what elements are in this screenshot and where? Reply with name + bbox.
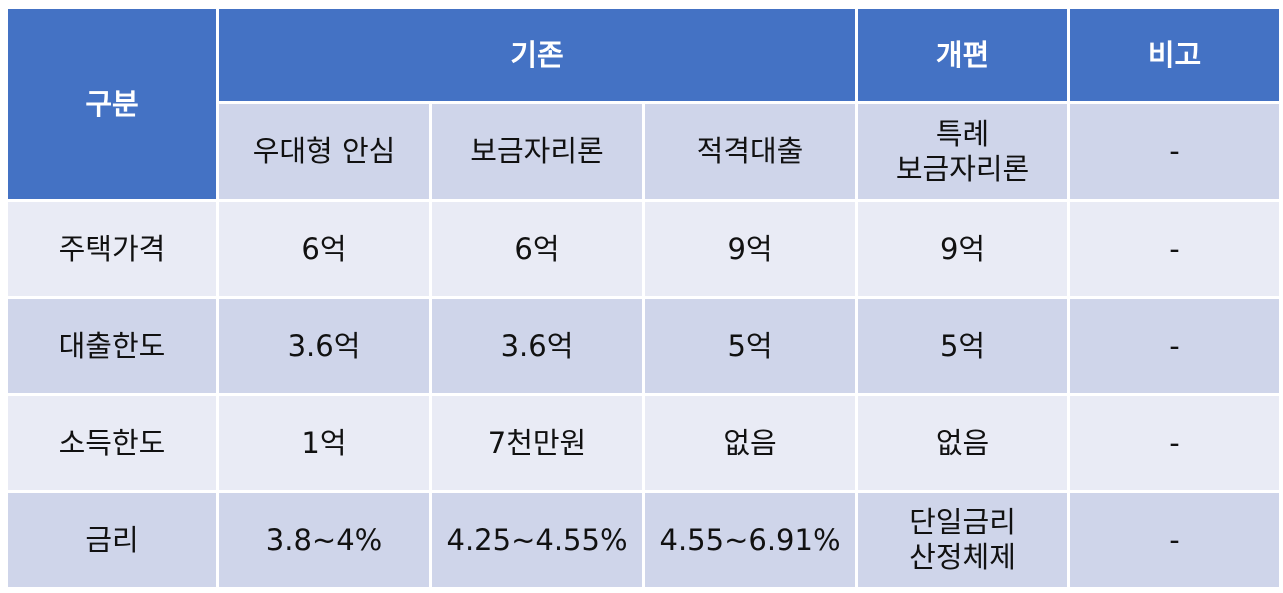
subheader-row: 우대형 안심 보금자리론 적격대출 특례 보금자리론 - bbox=[7, 101, 1283, 202]
cell: - bbox=[1067, 199, 1283, 299]
cell: - bbox=[1067, 393, 1283, 493]
cell: - bbox=[1067, 101, 1283, 202]
header-cell: 개편 bbox=[855, 6, 1071, 104]
cell-text: 9억 bbox=[939, 231, 986, 266]
cell: 단일금리 산정체제 bbox=[855, 490, 1071, 590]
cell-text: 보금자리론 bbox=[895, 151, 1030, 186]
cell: 7천만원 bbox=[429, 393, 645, 493]
cell-text: 우대형 안심 bbox=[252, 134, 396, 169]
cell-text: 6억 bbox=[301, 231, 347, 266]
cell: 적격대출 bbox=[641, 101, 859, 202]
cell-text: - bbox=[1169, 328, 1180, 363]
header-cell: 비고 bbox=[1067, 6, 1283, 104]
cell: - bbox=[1067, 490, 1283, 590]
cell: 5억 bbox=[855, 296, 1071, 396]
cell: 금리 bbox=[5, 490, 219, 590]
cell-text: - bbox=[1169, 425, 1180, 460]
cell: 주택가격 bbox=[5, 199, 219, 299]
cell-text: - bbox=[1169, 231, 1180, 266]
cell-text: 5억 bbox=[727, 328, 773, 363]
cell-text: 보금자리론 bbox=[470, 134, 604, 169]
cell-text: 7천만원 bbox=[487, 425, 587, 460]
cell-text: 단일금리 bbox=[909, 505, 1016, 540]
header-cell: 기존 bbox=[215, 6, 859, 104]
cell-text: 3.6억 bbox=[287, 328, 361, 363]
cell: 없음 bbox=[641, 393, 859, 493]
header-cell: 구분 bbox=[5, 6, 219, 202]
cell: 소득한도 bbox=[5, 393, 219, 493]
cell: - bbox=[1067, 296, 1283, 396]
row: 금리 3.8~4% 4.25~4.55% 4.55~6.91% 단일금리 산정체제 - bbox=[5, 490, 1283, 590]
cell-text: 3.8~4% bbox=[265, 522, 383, 557]
row: 대출한도 3.6억 3.6억 5억 5억 - bbox=[5, 296, 1283, 396]
cell: 대출한도 bbox=[5, 296, 219, 396]
cell: 3.6억 bbox=[216, 296, 432, 396]
cell-text: 없음 bbox=[935, 425, 990, 460]
comparison-table: 구분 기존 개편 비고 우대형 안심 보금자리론 적격대출 특례 보금자리론 - 주택가격… bbox=[5, 6, 1283, 590]
cell-text: 적격대출 bbox=[696, 134, 804, 169]
cell: 1억 bbox=[216, 393, 432, 493]
cell-text: 특례 bbox=[935, 116, 990, 151]
cell: 9억 bbox=[855, 199, 1071, 299]
cell: 6억 bbox=[216, 199, 432, 299]
cell: 4.25~4.55% bbox=[429, 490, 645, 590]
cell-text: 없음 bbox=[723, 425, 777, 460]
cell: 없음 bbox=[855, 393, 1071, 493]
cell: 4.55~6.91% bbox=[641, 490, 859, 590]
cell-text: 산정체제 bbox=[909, 540, 1016, 574]
cell-text: 9억 bbox=[727, 231, 773, 266]
header-row: 구분 기존 개편 비고 bbox=[5, 6, 1283, 202]
cell-text: 금리 bbox=[85, 522, 139, 557]
cell: 특례 보금자리론 bbox=[855, 101, 1071, 202]
cell-text: 4.55~6.91% bbox=[659, 522, 841, 557]
cell-text: 5억 bbox=[939, 328, 986, 363]
cell: 3.8~4% bbox=[216, 490, 432, 590]
row: 소득한도 1억 7천만원 없음 없음 - bbox=[5, 393, 1283, 493]
cell: 5억 bbox=[641, 296, 859, 396]
cell: 보금자리론 bbox=[429, 101, 645, 202]
cell-text: 1억 bbox=[301, 425, 347, 460]
cell: 6억 bbox=[429, 199, 645, 299]
cell-text: 4.25~4.55% bbox=[446, 522, 628, 557]
cell-text: 3.6억 bbox=[500, 328, 574, 363]
row: 주택가격 6억 6억 9억 9억 - bbox=[5, 199, 1283, 299]
cell: 9억 bbox=[641, 199, 859, 299]
cell-text: 대출한도 bbox=[58, 328, 166, 363]
cell-text: 소득한도 bbox=[58, 425, 166, 460]
cell: 3.6억 bbox=[429, 296, 645, 396]
cell-text: - bbox=[1169, 522, 1180, 557]
cell-text: 6억 bbox=[514, 231, 560, 266]
cell: 우대형 안심 bbox=[216, 101, 432, 202]
cell-text: - bbox=[1169, 134, 1180, 169]
cell-text: 주택가격 bbox=[58, 231, 166, 266]
